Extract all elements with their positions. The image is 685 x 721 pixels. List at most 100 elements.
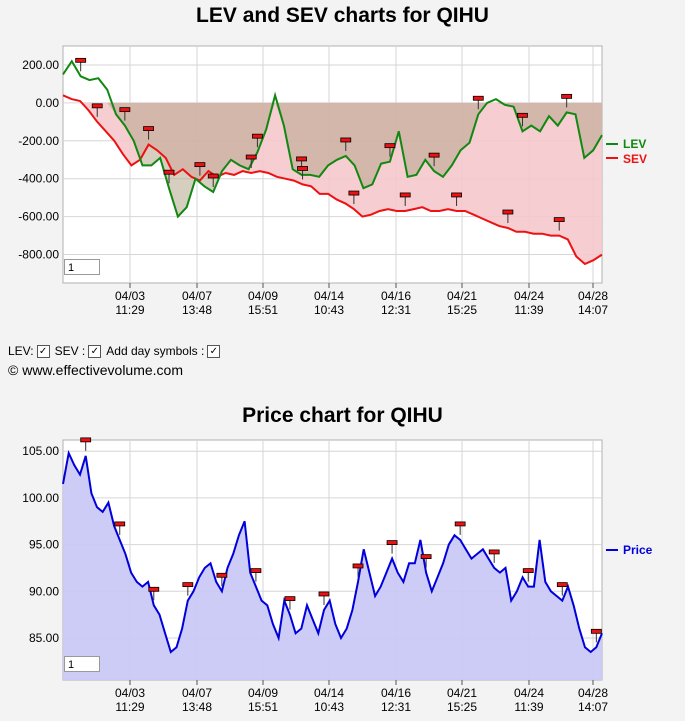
lev-day-flag — [428, 152, 440, 158]
lev-day-flag — [472, 95, 484, 101]
price-line — [62, 449, 603, 654]
day-symbols-checkbox[interactable]: ✓ — [207, 344, 221, 358]
x-tick-label-date: 04/16 — [381, 686, 411, 700]
sev-day-flag — [143, 126, 154, 131]
sev-day-flag — [194, 162, 206, 168]
day-symbols-label: Add day symbols : — [106, 344, 205, 358]
x-tick-label-date: 04/14 — [314, 289, 344, 303]
x-tick-label-date: 04/16 — [381, 289, 411, 303]
price-day-flag — [216, 572, 228, 578]
lev-day-flag — [340, 137, 352, 143]
y-tick-label: 0.00 — [36, 96, 60, 110]
x-tick-label-time: 12:31 — [381, 303, 411, 317]
price-area — [63, 453, 602, 680]
x-tick-label-date: 04/03 — [115, 686, 145, 700]
x-tick-label-time: 10:43 — [314, 303, 344, 317]
y-tick-label: 95.00 — [29, 538, 59, 552]
x-tick-label-time: 15:25 — [447, 303, 477, 317]
price-day-flag — [454, 521, 466, 527]
lev-sev-zoom-input[interactable]: 1 — [64, 259, 100, 275]
price-day-flag — [590, 628, 602, 634]
price-day-flag — [114, 521, 126, 527]
y-tick-label: -800.00 — [18, 248, 59, 262]
series-options: LEV: ✓ SEV : ✓ Add day symbols : ✓ — [8, 344, 222, 358]
sev-day-flag — [297, 166, 308, 171]
x-tick-label-time: 12:31 — [381, 700, 411, 714]
lev-sev-chart-title: LEV and SEV charts for QIHU — [196, 4, 489, 27]
price-zoom-input[interactable]: 1 — [64, 656, 100, 672]
lev-day-flag — [119, 107, 131, 113]
sev-line — [62, 94, 603, 266]
x-tick-label-date: 04/21 — [447, 686, 477, 700]
sev-option-label: SEV : — [54, 344, 86, 358]
x-tick-label-date: 04/24 — [514, 289, 544, 303]
price-day-flag — [488, 549, 500, 555]
x-tick-label-time: 15:25 — [447, 700, 477, 714]
price-day-flag — [318, 591, 330, 597]
lev-day-flag — [207, 173, 219, 179]
sev-day-flag — [451, 192, 462, 198]
x-tick-label-date: 04/09 — [248, 686, 278, 700]
x-tick-label-time: 13:48 — [182, 303, 212, 317]
price-day-flag — [386, 540, 398, 545]
x-tick-label-time: 11:29 — [115, 700, 144, 714]
lev-day-flag — [384, 143, 396, 149]
lev-option-label: LEV: — [8, 344, 34, 358]
sev-legend-label: SEV — [623, 152, 647, 166]
lev-day-flag — [561, 93, 573, 99]
x-tick-label-time: 14:07 — [578, 303, 608, 317]
x-tick-label-time: 11:39 — [514, 303, 543, 317]
price-day-flag — [182, 582, 194, 588]
x-tick-label-date: 04/24 — [514, 686, 544, 700]
sev-day-flag — [348, 190, 360, 196]
y-tick-label: 105.00 — [22, 444, 59, 458]
lev-day-flag — [517, 112, 528, 118]
sev-day-flag — [502, 209, 514, 215]
lev-day-flag — [75, 57, 87, 63]
price-day-flag — [420, 554, 432, 560]
sev-day-flag — [91, 103, 103, 109]
x-tick-label-time: 14:07 — [578, 700, 608, 714]
y-tick-label: -200.00 — [18, 134, 59, 148]
x-tick-label-date: 04/09 — [248, 289, 278, 303]
sev-day-flag — [553, 217, 565, 223]
lev-checkbox[interactable]: ✓ — [36, 344, 50, 358]
x-tick-label-date: 04/07 — [182, 289, 212, 303]
y-tick-label: 90.00 — [29, 584, 59, 598]
lev-legend-label: LEV — [623, 137, 646, 151]
lev-sev-chart: 200.00 0.00 -200.00 -400.00 -600.00 -800.00 04… — [18, 45, 647, 317]
sev-day-flag — [399, 192, 411, 198]
sev-day-flag — [245, 154, 257, 160]
y-tick-label: 85.00 — [29, 631, 59, 645]
price-day-flag — [250, 568, 262, 574]
x-tick-label-date: 04/28 — [578, 686, 608, 700]
price-day-flag — [284, 596, 296, 602]
x-tick-label-time: 11:29 — [115, 303, 144, 317]
x-tick-label-time: 15:51 — [248, 700, 278, 714]
x-tick-label-date: 04/03 — [115, 289, 145, 303]
lev-line — [62, 59, 603, 219]
price-day-flag — [80, 437, 92, 443]
y-tick-label: 200.00 — [22, 58, 59, 72]
price-day-flag — [556, 582, 568, 588]
lev-day-flag — [163, 169, 175, 175]
y-tick-label: -600.00 — [18, 210, 59, 224]
x-tick-label-time: 15:51 — [248, 303, 278, 317]
y-tick-label: -400.00 — [18, 172, 59, 186]
sev-checkbox[interactable]: ✓ — [88, 344, 102, 358]
price-day-flag — [522, 568, 534, 574]
x-tick-label-time: 13:48 — [182, 700, 212, 714]
copyright-text: © www.effectivevolume.com — [8, 362, 184, 378]
price-day-flag — [352, 563, 364, 569]
y-tick-label: 100.00 — [22, 491, 59, 505]
price-day-flag — [148, 586, 160, 592]
lev-day-flag — [251, 133, 263, 139]
price-legend-label: Price — [623, 543, 653, 557]
x-tick-label-date: 04/21 — [447, 289, 477, 303]
x-tick-label-date: 04/14 — [314, 686, 344, 700]
x-tick-label-time: 10:43 — [314, 700, 344, 714]
lev-area — [63, 102, 602, 217]
lev-day-flag — [296, 156, 307, 162]
x-tick-label-date: 04/07 — [182, 686, 212, 700]
